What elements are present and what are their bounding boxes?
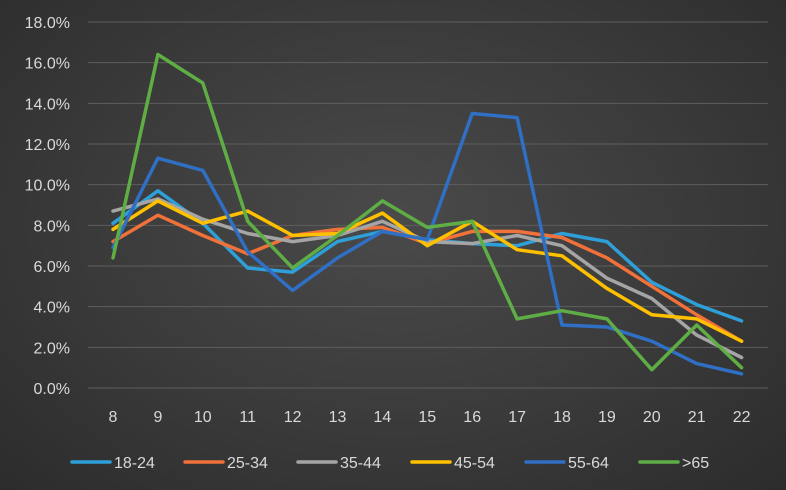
legend-label: 25-34 bbox=[227, 455, 268, 472]
y-tick-label: 16.0% bbox=[25, 56, 70, 73]
legend-label: 55-64 bbox=[568, 455, 609, 472]
x-tick-label: 10 bbox=[194, 409, 212, 426]
legend-item: >65 bbox=[638, 455, 709, 472]
x-tick-label: 17 bbox=[508, 409, 526, 426]
y-tick-label: 10.0% bbox=[25, 178, 70, 195]
x-axis-tick-labels: 8 9 10 11 12 13 14 15 16 17 18 19 20 21 22 bbox=[109, 409, 751, 426]
legend-label: 18-24 bbox=[114, 455, 155, 472]
y-tick-label: 2.0% bbox=[34, 340, 70, 357]
series-line-1 bbox=[111, 189, 744, 323]
legend: 18-24 25-34 35-44 45-54 55-64 >65 bbox=[70, 455, 709, 472]
y-tick-label: 4.0% bbox=[34, 300, 70, 317]
x-tick-label: 9 bbox=[153, 409, 162, 426]
y-tick-label: 8.0% bbox=[34, 218, 70, 235]
x-tick-label: 11 bbox=[239, 409, 256, 426]
y-tick-label: 6.0% bbox=[34, 259, 70, 276]
y-tick-label: 0.0% bbox=[34, 381, 70, 398]
x-tick-label: 14 bbox=[374, 409, 392, 426]
legend-item: 55-64 bbox=[524, 455, 609, 472]
legend-item: 45-54 bbox=[410, 455, 495, 472]
y-tick-label: 14.0% bbox=[25, 96, 70, 113]
legend-label: 45-54 bbox=[454, 455, 495, 472]
x-tick-label: 18 bbox=[553, 409, 571, 426]
series-line-5 bbox=[111, 111, 744, 376]
legend-item: 18-24 bbox=[70, 455, 155, 472]
series-line-3 bbox=[111, 197, 744, 360]
y-axis-tick-labels: 0.0% 2.0% 4.0% 6.0% 8.0% 10.0% 12.0% 14.0% 16.0%… bbox=[25, 15, 70, 398]
x-tick-label: 20 bbox=[643, 409, 661, 426]
y-tick-label: 18.0% bbox=[25, 15, 70, 32]
x-tick-label: 22 bbox=[733, 409, 751, 426]
x-tick-label: 8 bbox=[109, 409, 118, 426]
series-line-6 bbox=[111, 52, 744, 372]
legend-item: 35-44 bbox=[296, 455, 381, 472]
x-tick-label: 16 bbox=[463, 409, 481, 426]
x-tick-label: 12 bbox=[284, 409, 302, 426]
legend-label: 35-44 bbox=[340, 455, 381, 472]
gridlines bbox=[88, 21, 768, 389]
x-tick-label: 19 bbox=[598, 409, 616, 426]
legend-item: 25-34 bbox=[183, 455, 268, 472]
x-tick-label: 15 bbox=[418, 409, 436, 426]
legend-label: >65 bbox=[682, 455, 709, 472]
x-tick-label: 21 bbox=[688, 409, 706, 426]
series-lines bbox=[111, 52, 744, 376]
y-tick-label: 12.0% bbox=[25, 137, 70, 154]
x-tick-label: 13 bbox=[329, 409, 347, 426]
series-line-4 bbox=[111, 199, 744, 343]
